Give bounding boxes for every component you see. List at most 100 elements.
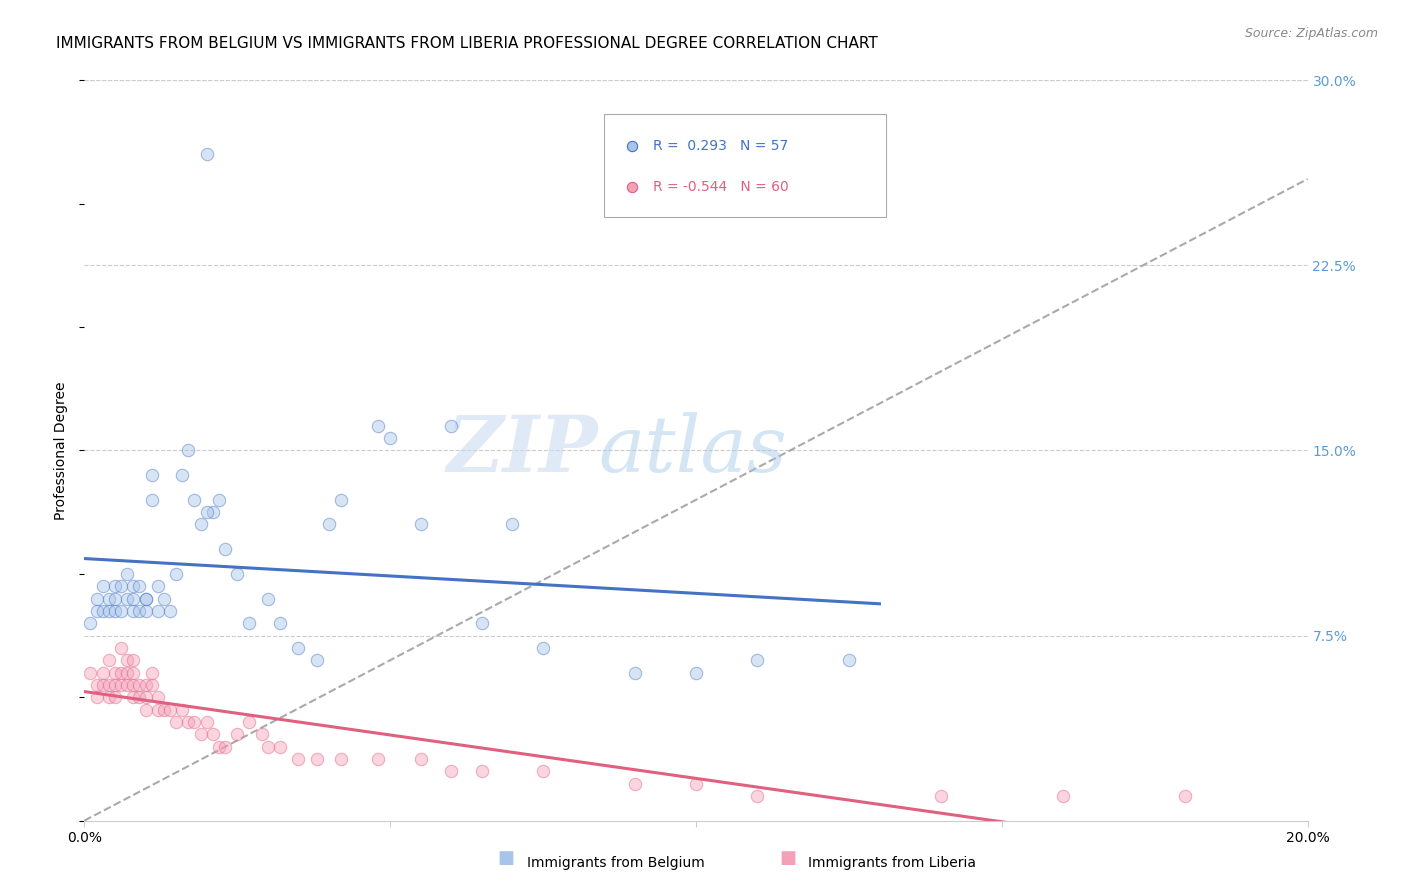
- Point: [183, 492, 205, 507]
- Point: [177, 443, 200, 458]
- Point: [318, 517, 340, 532]
- Point: [165, 566, 187, 581]
- Point: [624, 665, 647, 680]
- Point: [115, 665, 138, 680]
- Point: [195, 147, 218, 161]
- Point: [172, 703, 194, 717]
- Point: [122, 690, 145, 705]
- Point: [159, 703, 181, 717]
- Point: [257, 739, 280, 754]
- Point: [177, 714, 200, 729]
- Point: [380, 431, 402, 445]
- Text: ZIP: ZIP: [447, 412, 598, 489]
- Point: [135, 690, 157, 705]
- Point: [122, 678, 145, 692]
- Point: [122, 665, 145, 680]
- Point: [115, 653, 138, 667]
- Point: [97, 678, 120, 692]
- Point: [104, 604, 127, 618]
- Point: [195, 505, 218, 519]
- Point: [91, 665, 114, 680]
- Y-axis label: Professional Degree: Professional Degree: [55, 381, 69, 520]
- Point: [128, 579, 150, 593]
- Point: [159, 604, 181, 618]
- Point: [104, 591, 127, 606]
- Point: [141, 492, 163, 507]
- Point: [685, 776, 707, 791]
- Point: [624, 776, 647, 791]
- Text: atlas: atlas: [598, 412, 787, 489]
- Point: [91, 579, 114, 593]
- Point: [110, 640, 132, 655]
- Point: [531, 764, 554, 779]
- Point: [146, 703, 169, 717]
- Point: [110, 604, 132, 618]
- Point: [440, 764, 463, 779]
- Text: R =  0.293   N = 57: R = 0.293 N = 57: [654, 139, 789, 153]
- Point: [195, 714, 218, 729]
- Point: [97, 604, 120, 618]
- Point: [208, 492, 231, 507]
- Point: [86, 690, 108, 705]
- Point: [146, 579, 169, 593]
- Point: [269, 739, 291, 754]
- Point: [201, 505, 224, 519]
- Point: [115, 591, 138, 606]
- Point: [141, 665, 163, 680]
- Point: [104, 665, 127, 680]
- Point: [122, 604, 145, 618]
- Point: [257, 591, 280, 606]
- Point: [86, 591, 108, 606]
- Point: [91, 604, 114, 618]
- Point: [531, 640, 554, 655]
- Point: [97, 690, 120, 705]
- Point: [330, 492, 353, 507]
- Point: [226, 566, 249, 581]
- Point: [305, 653, 328, 667]
- Point: [214, 739, 236, 754]
- Point: [135, 703, 157, 717]
- Point: [929, 789, 952, 803]
- Point: [183, 714, 205, 729]
- Point: [502, 517, 524, 532]
- Point: [104, 678, 127, 692]
- Point: [141, 678, 163, 692]
- Point: [115, 678, 138, 692]
- Point: [110, 579, 132, 593]
- Point: [269, 616, 291, 631]
- Point: [208, 739, 231, 754]
- FancyBboxPatch shape: [605, 113, 886, 218]
- Point: [330, 752, 353, 766]
- Point: [287, 752, 309, 766]
- Point: [747, 789, 769, 803]
- Point: [122, 579, 145, 593]
- Point: [190, 517, 212, 532]
- Point: [409, 752, 432, 766]
- Point: [122, 591, 145, 606]
- Point: [86, 678, 108, 692]
- Point: [79, 616, 101, 631]
- Point: [141, 468, 163, 483]
- Text: ■: ■: [779, 849, 796, 867]
- Point: [110, 678, 132, 692]
- Point: [367, 752, 389, 766]
- Point: [135, 591, 157, 606]
- Point: [367, 418, 389, 433]
- Point: [190, 727, 212, 741]
- Point: [104, 579, 127, 593]
- Point: [250, 727, 273, 741]
- Point: [97, 591, 120, 606]
- Point: [135, 604, 157, 618]
- Point: [165, 714, 187, 729]
- Point: [471, 616, 494, 631]
- Point: [146, 604, 169, 618]
- Point: [153, 703, 176, 717]
- Text: Immigrants from Liberia: Immigrants from Liberia: [808, 856, 976, 871]
- Point: [97, 653, 120, 667]
- Point: [128, 678, 150, 692]
- Text: IMMIGRANTS FROM BELGIUM VS IMMIGRANTS FROM LIBERIA PROFESSIONAL DEGREE CORRELATI: IMMIGRANTS FROM BELGIUM VS IMMIGRANTS FR…: [56, 36, 877, 51]
- Point: [153, 591, 176, 606]
- Point: [214, 542, 236, 557]
- Point: [287, 640, 309, 655]
- Text: Immigrants from Belgium: Immigrants from Belgium: [527, 856, 704, 871]
